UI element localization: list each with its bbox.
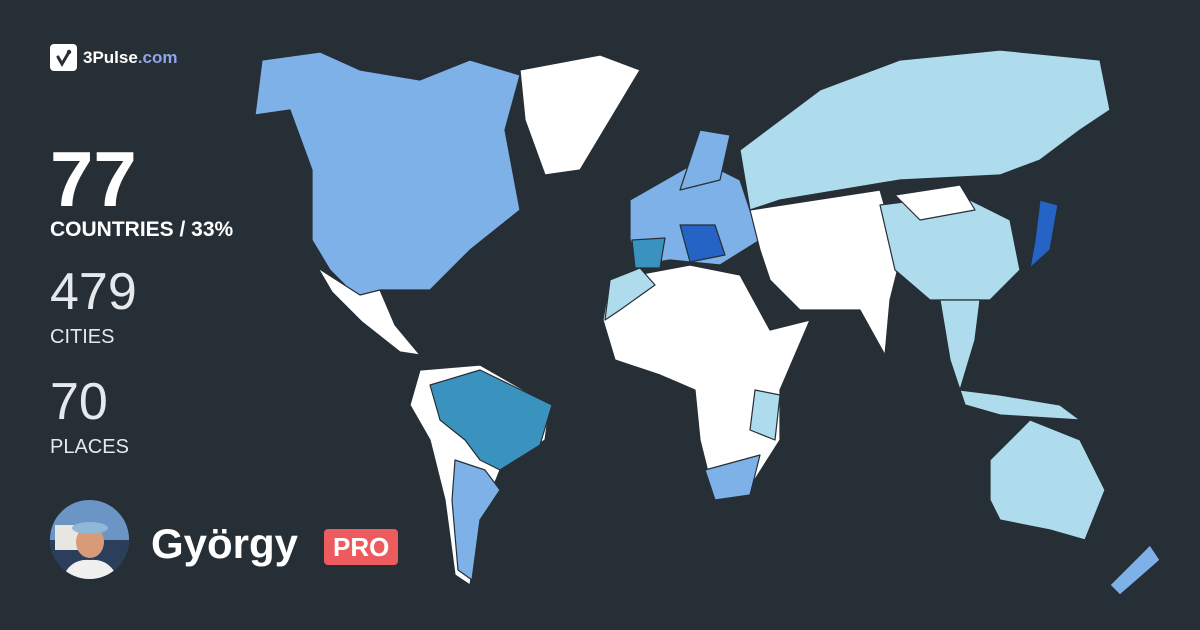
user-name: György	[151, 520, 299, 567]
country-south-africa[interactable]	[704, 454, 761, 501]
country-central-europe[interactable]	[679, 224, 726, 263]
country-spain[interactable]	[631, 237, 666, 269]
country-argentina[interactable]	[451, 459, 501, 581]
places-stat: 70 PLACES	[50, 376, 129, 459]
country-new-zealand[interactable]	[1109, 544, 1161, 596]
pulse-check-icon	[50, 44, 77, 71]
country-indonesia[interactable]	[959, 389, 1081, 421]
cities-label: CITIES	[50, 326, 115, 348]
region-russia[interactable]	[739, 49, 1111, 211]
country-north-america[interactable]	[254, 51, 521, 301]
pro-badge: PRO	[324, 529, 399, 565]
country-mongolia[interactable]	[894, 184, 976, 221]
country-mexico[interactable]	[317, 267, 421, 356]
country-scandinavia[interactable]	[679, 129, 731, 191]
countries-count: 77	[50, 135, 137, 223]
places-count: 70	[50, 373, 108, 431]
country-tanzania[interactable]	[749, 389, 781, 441]
country-japan[interactable]	[1029, 199, 1059, 269]
country-australia[interactable]	[989, 419, 1106, 541]
region-southeast-asia[interactable]	[939, 299, 981, 391]
country-brazil[interactable]	[429, 369, 553, 471]
brand-logo[interactable]: 3Pulse.com	[50, 44, 178, 71]
countries-label: COUNTRIES / 33%	[50, 218, 234, 241]
avatar[interactable]	[50, 500, 129, 579]
cities-stat: 479 CITIES	[50, 266, 137, 349]
country-greenland[interactable]	[519, 54, 641, 176]
brand-name: 3Pulse.com	[83, 47, 178, 67]
country-morocco[interactable]	[604, 267, 656, 321]
countries-stat: 77 COUNTRIES / 33%	[50, 140, 233, 242]
cities-count: 479	[50, 263, 137, 321]
places-label: PLACES	[50, 436, 129, 458]
